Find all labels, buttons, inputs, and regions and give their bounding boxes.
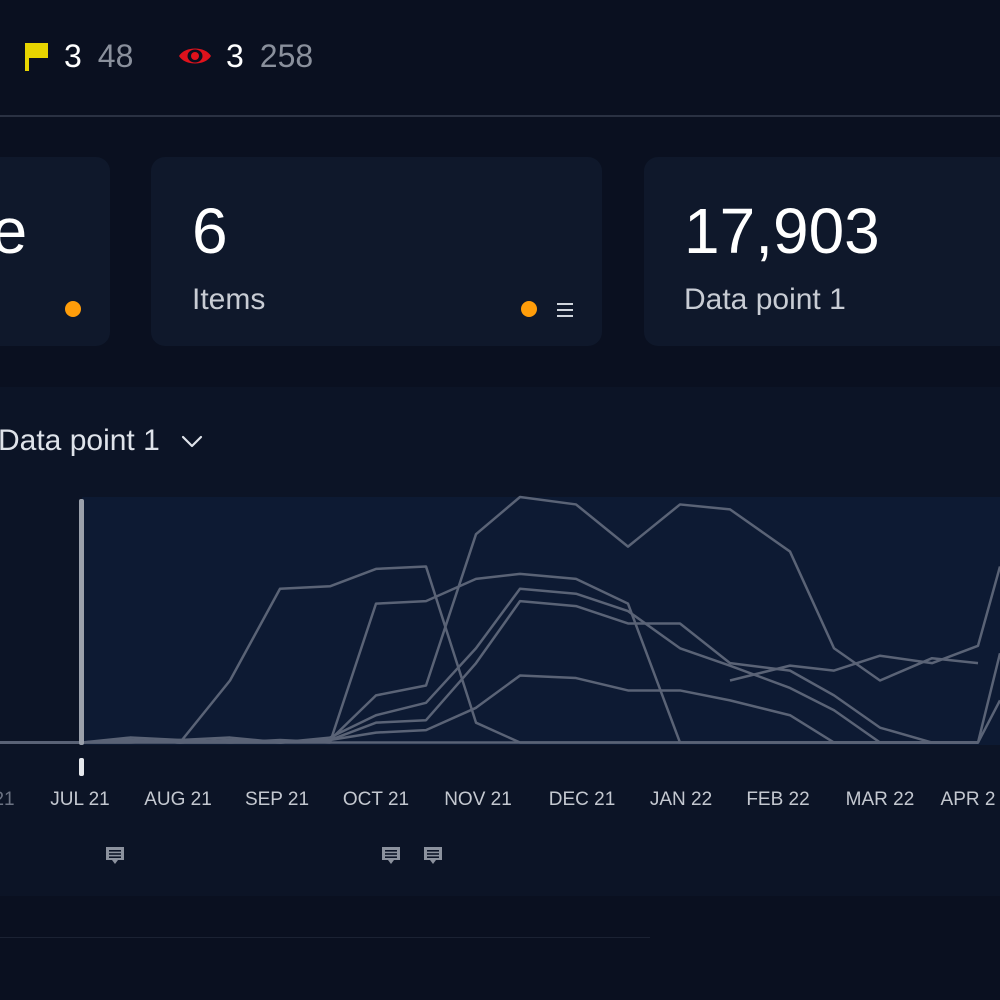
x-tick-label: APR 2	[941, 789, 996, 810]
x-tick-label: JUL 21	[50, 789, 110, 810]
x-tick-label: FEB 22	[746, 789, 809, 810]
plot-area	[82, 497, 1000, 745]
metric-card-left[interactable]: ue	[0, 157, 110, 346]
chart-panel: Data point 1 21 JUL 21 AUG 21 SEP 21 OCT 21 N…	[0, 387, 1000, 896]
menu-icon[interactable]	[557, 303, 573, 317]
flags-total: 48	[97, 37, 134, 74]
x-tick-label: OCT 21	[343, 789, 409, 810]
x-tick-label: NOV 21	[444, 789, 512, 810]
views-stat[interactable]: 3 258	[178, 36, 313, 76]
series-line-6	[0, 674, 978, 744]
metric-card-data-point[interactable]: 17,903 Data point 1	[644, 157, 1000, 346]
status-dot	[521, 301, 537, 317]
flag-icon	[25, 43, 48, 71]
x-tick-label: AUG 21	[144, 789, 212, 810]
x-tick-label: DEC 21	[549, 789, 616, 810]
divider	[0, 937, 650, 938]
series-selector-dropdown[interactable]: Data point 1	[0, 423, 204, 459]
views-total: 258	[259, 37, 314, 74]
flags-count: 3	[64, 37, 82, 74]
cursor-handle[interactable]	[79, 758, 84, 776]
comment-icon[interactable]	[424, 847, 442, 864]
items-label: Items	[192, 283, 266, 316]
views-count: 3	[226, 37, 244, 74]
series-tail-line-1	[729, 566, 1000, 682]
top-stats-bar: 3 48 3 258	[0, 0, 1000, 117]
line-chart[interactable]: 21 JUL 21 AUG 21 SEP 21 OCT 21 NOV 21 DEC 21 JA…	[0, 387, 1000, 896]
data-point-value: 17,903	[684, 195, 880, 267]
x-tick-label: MAR 22	[846, 789, 915, 810]
eye-icon	[179, 48, 211, 64]
x-tick-label: SEP 21	[245, 789, 309, 810]
series-tail-line-3	[730, 699, 1000, 744]
flags-stat[interactable]: 3 48	[24, 36, 133, 76]
comment-icon[interactable]	[382, 847, 400, 864]
data-point-label: Data point 1	[684, 283, 846, 316]
items-value: 6	[192, 195, 228, 267]
status-dot	[65, 301, 81, 317]
x-tick-label: 21	[0, 789, 15, 810]
comment-icon[interactable]	[106, 847, 124, 864]
x-tick-label: JAN 22	[650, 789, 712, 810]
metric-card-items[interactable]: 6 Items	[151, 157, 602, 346]
cursor-line[interactable]	[79, 499, 84, 745]
chevron-down-icon	[181, 435, 202, 448]
metric-value: ue	[0, 195, 28, 267]
series-selector-label: Data point 1	[0, 424, 160, 457]
